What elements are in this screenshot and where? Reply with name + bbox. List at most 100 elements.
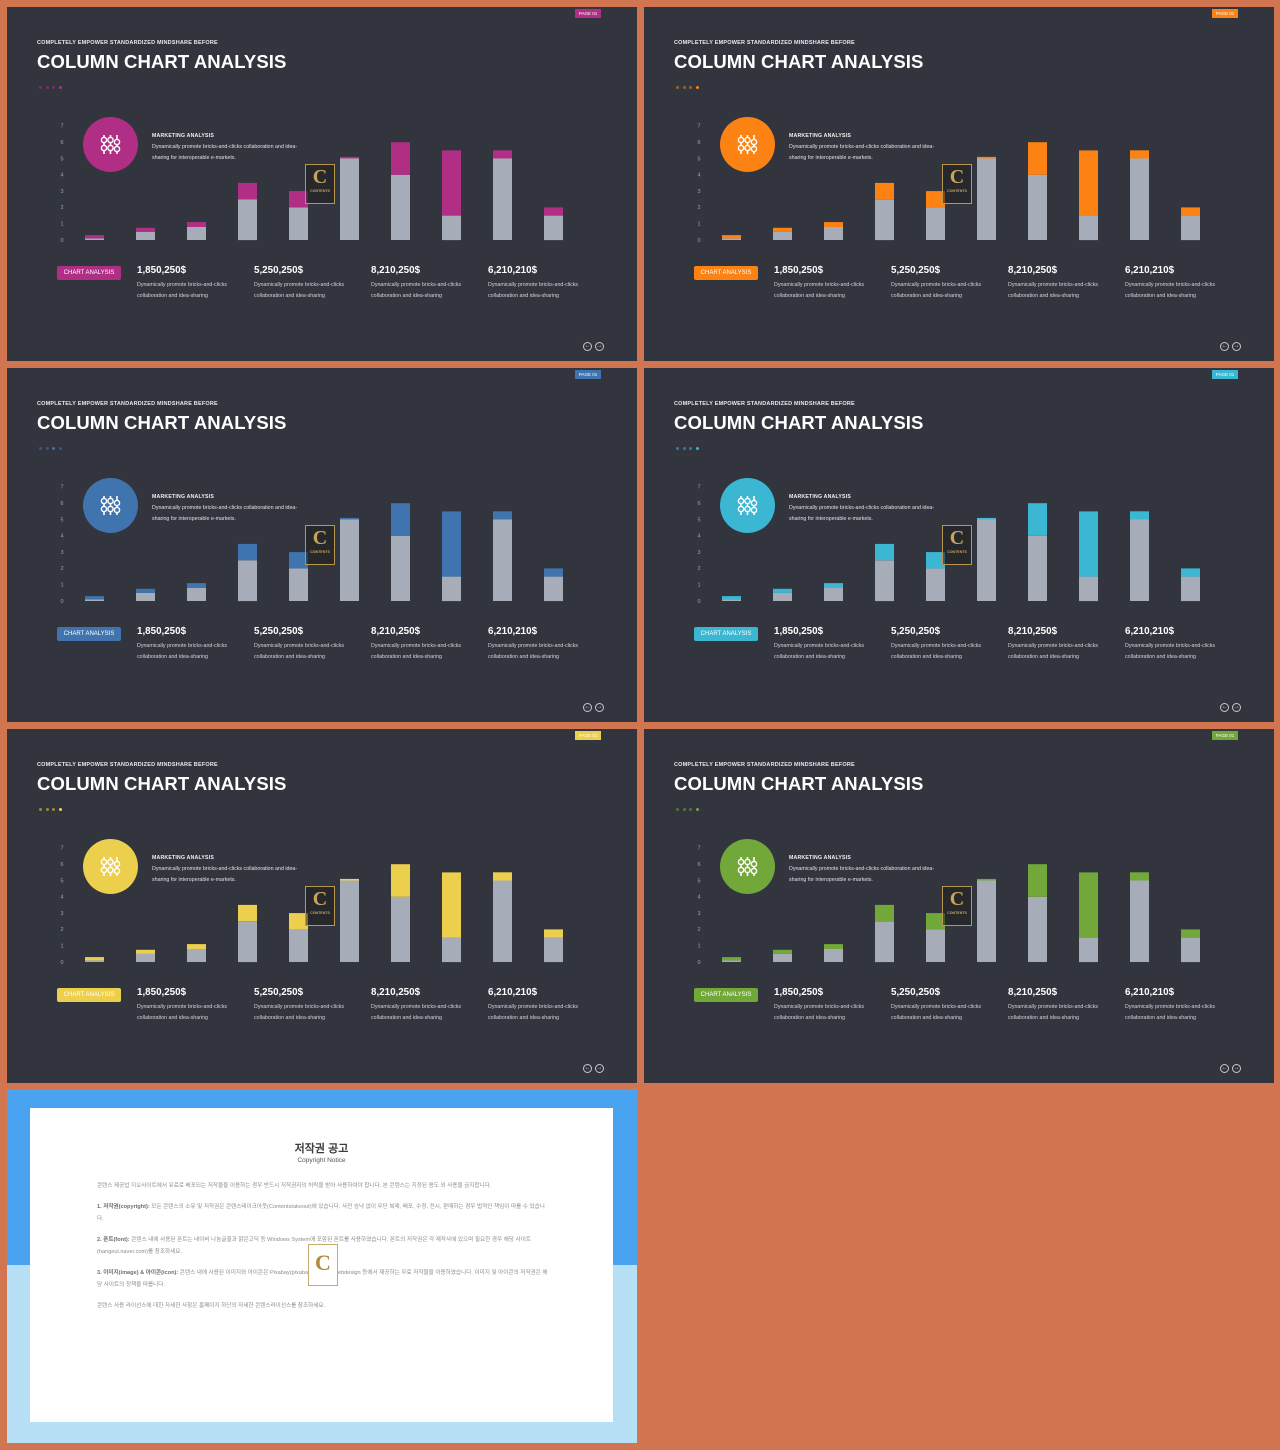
bar-accent [340,156,359,159]
bar-base [85,599,104,601]
slide-navigation: ← → [1220,334,1244,352]
bar-accent [289,913,308,930]
y-tick-label: 7 [60,124,63,130]
stat-value: 6,210,210$ [1125,265,1175,276]
next-arrow-icon[interactable]: → [595,703,604,712]
bar-accent [238,904,257,922]
bar-base [289,207,308,240]
bar-base [1130,880,1149,962]
next-arrow-icon[interactable]: → [1232,1064,1241,1073]
chart-analysis-badge[interactable]: CHART ANALYSIS [694,627,758,641]
column-chart: 0 1 2 3 4 5 6 7 [60,124,563,244]
watermark-logo: C CONTENTS [305,525,335,565]
y-tick-label: 1 [697,583,700,589]
stat-block: 5,250,250$ Dynamically promote bricks-and… [891,987,1003,1023]
watermark-text: CONTENTS [310,550,330,554]
bar-accent [926,913,945,930]
notice-paragraph: 콘텐스 사용 라이선스에 대한 자세한 사항은 홈페이지 하단의 자세한 콘텐스… [97,1302,326,1309]
bar-base [977,519,996,601]
y-tick-label: 4 [60,534,63,540]
bar-accent [773,949,792,954]
y-tick-label: 4 [697,895,700,901]
bar-base [722,960,741,962]
stat-block: 5,250,250$ Dynamically promote bricks-and… [891,626,1003,662]
notice-body: 콘텐스 제공업 지오사이트에서 유료로 배포되는 저작물을 이용하는 경우 반드… [97,1180,549,1320]
chart-analysis-badge[interactable]: CHART ANALYSIS [694,988,758,1002]
bar-base [340,880,359,962]
prev-arrow-icon[interactable]: ← [1220,703,1229,712]
slide-navigation: ← → [1220,1056,1244,1074]
y-tick-label: 5 [60,878,63,884]
chart-analysis-badge[interactable]: CHART ANALYSIS [57,988,121,1002]
y-tick-label: 0 [60,599,63,605]
slide-eyebrow: COMPLETELY EMPOWER STANDARDIZED MINDSHAR… [37,401,218,407]
accent-circle [83,478,138,533]
stat-description: Dynamically promote bricks-and-clicks co… [137,643,228,660]
next-arrow-icon[interactable]: → [1232,703,1241,712]
bar-base [722,238,741,240]
accent-circle [83,117,138,172]
bar-base [824,227,843,240]
stat-block: 6,210,210$ Dynamically promote bricks-and… [1125,987,1237,1023]
next-arrow-icon[interactable]: → [595,342,604,351]
bar-accent [722,235,741,239]
bar-accent [187,583,206,588]
slide-eyebrow: COMPLETELY EMPOWER STANDARDIZED MINDSHAR… [674,40,855,46]
progress-dot [39,86,42,89]
y-tick-label: 6 [60,140,63,146]
y-tick-label: 0 [697,960,700,966]
y-tick-label: 3 [697,189,700,195]
column-chart: 0 1 2 3 4 5 6 7 [697,846,1200,966]
stat-value: 1,850,250$ [137,626,187,637]
y-tick-label: 7 [60,846,63,852]
y-tick-label: 2 [60,927,63,933]
prev-arrow-icon[interactable]: ← [1220,1064,1229,1073]
chart-slide: PAGE 01 COMPLETELY EMPOWER STANDARDIZED M… [7,368,637,722]
prev-arrow-icon[interactable]: ← [1220,342,1229,351]
copyright-notice-card: 저작권 공고 Copyright Notice 콘텐스 제공업 지오사이트에서 … [30,1108,613,1422]
y-tick-label: 3 [60,911,63,917]
watermark-letter: C [312,166,328,188]
stat-description: Dynamically promote bricks-and-clicks co… [254,1004,345,1021]
marketing-title: MARKETING ANALYSIS [789,494,852,500]
progress-dot [45,447,49,450]
bar-accent [289,552,308,569]
bar-base [442,576,461,602]
stat-block: 6,210,210$ Dynamically promote bricks-and… [1125,265,1237,301]
prev-arrow-icon[interactable]: ← [583,703,592,712]
stat-value: 6,210,210$ [488,265,538,276]
column-chart: 0 1 2 3 4 5 6 7 [697,124,1200,244]
bar-accent [722,957,741,961]
chart-analysis-badge[interactable]: CHART ANALYSIS [57,627,121,641]
chart-slide: PAGE 01 COMPLETELY EMPOWER STANDARDIZED M… [644,368,1274,722]
prev-arrow-icon[interactable]: ← [583,342,592,351]
bar-base [977,158,996,240]
bar-accent [875,182,894,200]
sliders-icon [100,496,121,515]
bar-accent [824,944,843,949]
stat-block: 8,210,250$ Dynamically promote bricks-and… [1008,626,1120,662]
stat-description: Dynamically promote bricks-and-clicks co… [488,643,579,660]
progress-dot [676,447,679,450]
bar-base [1181,937,1200,963]
bar-accent [136,949,155,954]
bar-base [85,960,104,962]
next-arrow-icon[interactable]: → [1232,342,1241,351]
bar-accent [1181,568,1200,577]
bar-base [824,949,843,962]
y-tick-label: 2 [697,927,700,933]
slide-navigation: ← → [583,1056,607,1074]
bar-base [187,949,206,962]
next-arrow-icon[interactable]: → [595,1064,604,1073]
copyright-notice-slide: 저작권 공고 Copyright Notice 콘텐스 제공업 지오사이트에서 … [7,1089,637,1443]
bar-base [493,880,512,962]
y-tick-label: 0 [60,960,63,966]
y-tick-label: 7 [697,485,700,491]
stat-value: 6,210,210$ [1125,626,1175,637]
prev-arrow-icon[interactable]: ← [583,1064,592,1073]
bar-base [136,953,155,962]
chart-analysis-badge[interactable]: CHART ANALYSIS [694,266,758,280]
page-tag: PAGE 01 [1212,9,1238,18]
chart-analysis-badge[interactable]: CHART ANALYSIS [57,266,121,280]
stat-description: Dynamically promote bricks-and-clicks co… [254,282,345,299]
